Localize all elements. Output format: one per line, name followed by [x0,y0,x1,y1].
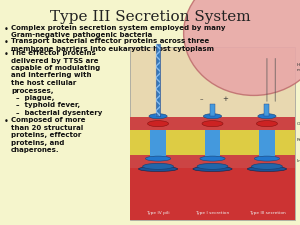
Text: Host cell
membrane: Host cell membrane [297,63,300,72]
Ellipse shape [193,166,232,171]
Ellipse shape [203,114,222,119]
Bar [130,155,295,168]
Bar [156,44,160,116]
Bar [205,130,220,159]
Text: Complex protein secretion system employed by many
Gram-negative pathogenic bacte: Complex protein secretion system employe… [11,25,226,38]
Text: Type III secretion: Type III secretion [249,211,285,215]
Bar [259,130,275,159]
Bar [130,47,295,220]
Ellipse shape [247,166,286,171]
Text: The effector proteins
delivered by TTSS are
capable of modulating
and interferin: The effector proteins delivered by TTSS … [11,50,102,116]
Text: Type III Secretion System: Type III Secretion System [50,10,250,24]
Text: •: • [4,50,9,59]
Text: Type I secretion: Type I secretion [195,211,230,215]
Ellipse shape [184,0,300,95]
Bar [130,130,295,155]
Text: +: + [223,96,229,102]
Bar [130,117,295,130]
Text: •: • [4,25,9,34]
Text: •: • [4,38,9,47]
Text: Outer membrane: Outer membrane [297,122,300,126]
Text: Periplasm: Periplasm [297,138,300,142]
Ellipse shape [258,114,276,119]
Ellipse shape [256,121,278,127]
Text: •: • [4,117,9,126]
Bar [130,168,295,220]
Text: Transport bacterial effector proteins across three
membrane barriers into eukary: Transport bacterial effector proteins ac… [11,38,214,52]
Bar [156,44,160,116]
Bar [150,130,166,159]
Ellipse shape [254,156,280,161]
Ellipse shape [139,166,178,171]
Ellipse shape [143,163,173,169]
Ellipse shape [146,156,171,161]
Ellipse shape [197,163,228,169]
Ellipse shape [200,156,225,161]
Bar [265,104,269,116]
Ellipse shape [251,163,282,169]
Text: Inner membrane: Inner membrane [297,159,300,163]
Ellipse shape [149,114,167,119]
Ellipse shape [148,121,169,127]
Text: –: – [199,96,203,102]
Text: Type IV pili: Type IV pili [146,211,170,215]
Text: Composed of more
than 20 structural
proteins, effector
proteins, and
chaperones.: Composed of more than 20 structural prot… [11,117,85,153]
Bar [210,104,215,116]
Ellipse shape [202,121,223,127]
